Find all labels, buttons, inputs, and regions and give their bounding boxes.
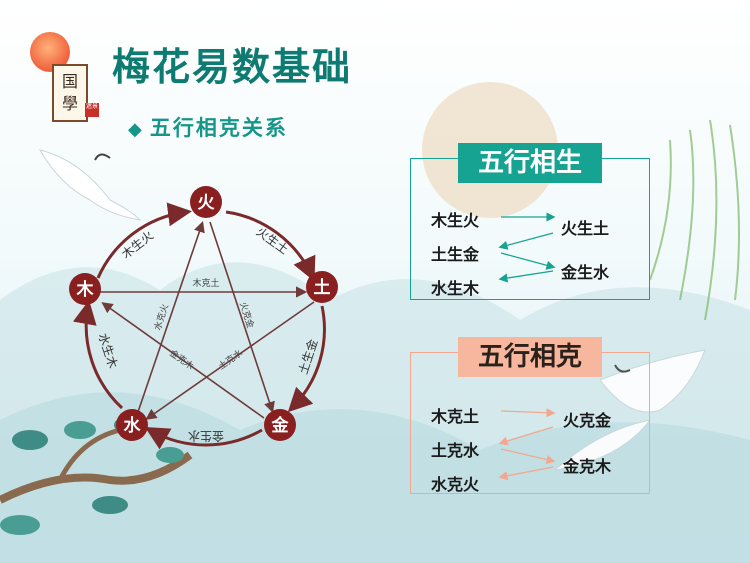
ke-panel: 五行相克 木克土 土克水 水克火 火克金 金克木 [410,337,650,494]
sheng-panel-header: 五行相生 [457,143,603,183]
tree-branch [0,416,193,535]
star-earth-water [145,301,315,420]
node-earth: 土 [306,271,338,303]
label-metal-wood: 金克木 [167,347,196,372]
logo-char: 国 [61,72,78,91]
near-mountains [0,392,750,563]
arc-water-wood [72,300,124,410]
ke-left-item: 水克火 [431,475,480,494]
logo-seal: 遮景 [85,103,99,117]
ke-right-item: 火克金 [563,411,612,430]
crane-left [38,149,142,221]
star-water-fire [137,220,205,413]
node-fire-label: 火 [198,193,216,213]
guoxue-logo: 国 學 [52,64,88,122]
star-metal-wood [101,302,265,419]
arc-earth-metal [287,305,326,413]
node-metal: 金 [264,409,296,441]
sheng-cycle [72,202,326,450]
node-wood: 木 [69,273,101,305]
node-water-label: 水 [124,415,142,436]
subtitle-text: 五行相克关系 [149,116,288,140]
ke-star [100,220,315,420]
sheng-panel: 五行相生 木生火 土生金 水生木 火生土 金生水 [410,143,650,300]
label-water-wood: 水生木 [96,331,120,370]
sheng-left-item: 木生火 [431,211,480,230]
sheng-left-item: 水生木 [431,279,480,298]
ke-left-item: 木克土 [431,407,480,426]
node-metal-label: 金 [271,415,290,436]
ke-right-item: 金克木 [563,457,612,476]
node-earth-label: 土 [314,277,331,298]
sheng-right-item: 金生水 [561,263,610,282]
ke-left-item: 土克水 [431,441,480,460]
logo-char: 學 [61,94,78,113]
label-wood-earth: 木克土 [192,277,219,289]
star-fire-metal [209,221,275,414]
sheng-left-item: 土生金 [431,245,480,264]
label-metal-water: 金生水 [188,429,224,444]
arc-metal-water [144,427,263,450]
crane-right [553,349,706,471]
ke-arrows [498,408,556,481]
node-wood-label: 木 [76,279,95,300]
section-subtitle: ◆ 五行相克关系 [128,112,288,142]
label-earth-water: 土克水 [216,347,245,372]
willow-branches [649,119,740,321]
node-water: 水 [116,409,148,441]
arc-fire-earth [225,210,316,282]
wuxing-diagram: 火 土 金 水 木 木生火 火生土 土生金 金生水 水生木 木克土 火克金 土克… [69,186,338,450]
sheng-right-item: 火生土 [561,219,610,238]
sheng-arrows [498,212,556,283]
diamond-bullet-icon: ◆ [128,119,144,140]
arc-wood-fire [96,202,192,279]
label-water-fire: 水克火 [151,302,171,331]
ke-panel-header: 五行相克 [457,337,603,377]
page-title: 梅花易数基础 [112,45,353,89]
label-wood-fire: 木生火 [119,228,156,261]
node-fire: 火 [190,186,222,218]
